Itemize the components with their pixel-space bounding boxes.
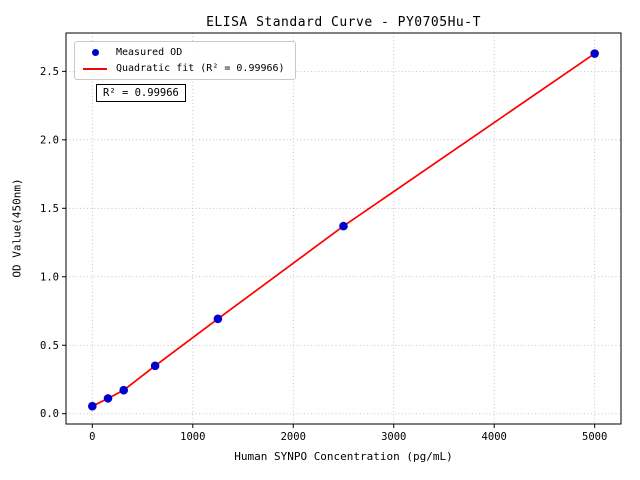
legend-label-quadratic-fit: Quadratic fit (R² = 0.99966) bbox=[116, 63, 285, 74]
y-tick-label: 2.0 bbox=[40, 134, 59, 146]
legend: Measured OD Quadratic fit (R² = 0.99966) bbox=[74, 41, 296, 80]
measured-od-point bbox=[88, 401, 97, 411]
measured-od-point bbox=[339, 221, 348, 231]
x-tick-label: 0 bbox=[89, 431, 95, 443]
x-tick-label: 2000 bbox=[281, 431, 306, 443]
y-tick-label: 2.5 bbox=[40, 66, 59, 78]
legend-label-measured-od: Measured OD bbox=[116, 47, 183, 58]
measured-od-point bbox=[119, 385, 129, 395]
x-axis-label: Human SYNPO Concentration (pg/mL) bbox=[234, 450, 453, 463]
x-tick-label: 3000 bbox=[381, 431, 406, 443]
measured-od-marker-icon bbox=[91, 49, 99, 56]
legend-item-measured-od: Measured OD bbox=[81, 47, 285, 58]
x-tick-label: 1000 bbox=[180, 431, 205, 443]
y-tick-label: 1.5 bbox=[40, 203, 59, 215]
measured-od-point bbox=[590, 49, 599, 58]
x-tick-label: 4000 bbox=[482, 431, 507, 443]
x-tick-label: 5000 bbox=[582, 431, 607, 443]
r-squared-annotation: R² = 0.99966 bbox=[96, 84, 186, 102]
y-tick-label: 1.0 bbox=[40, 271, 59, 283]
fit-line-marker-icon bbox=[83, 67, 107, 70]
y-axis-label: OD Value(450nm) bbox=[10, 178, 24, 278]
y-tick-label: 0.0 bbox=[40, 408, 59, 420]
chart-title: ELISA Standard Curve - PY0705Hu-T bbox=[206, 15, 481, 30]
legend-item-quadratic-fit: Quadratic fit (R² = 0.99966) bbox=[81, 63, 285, 74]
axes-frame bbox=[65, 32, 622, 425]
measured-od-point bbox=[213, 314, 223, 324]
measured-od-marker-wrap bbox=[81, 49, 109, 56]
measured-od-point bbox=[103, 394, 113, 403]
measured-od-point bbox=[150, 361, 160, 371]
y-tick-label: 0.5 bbox=[40, 340, 59, 352]
fit-line-marker-wrap bbox=[81, 67, 109, 70]
